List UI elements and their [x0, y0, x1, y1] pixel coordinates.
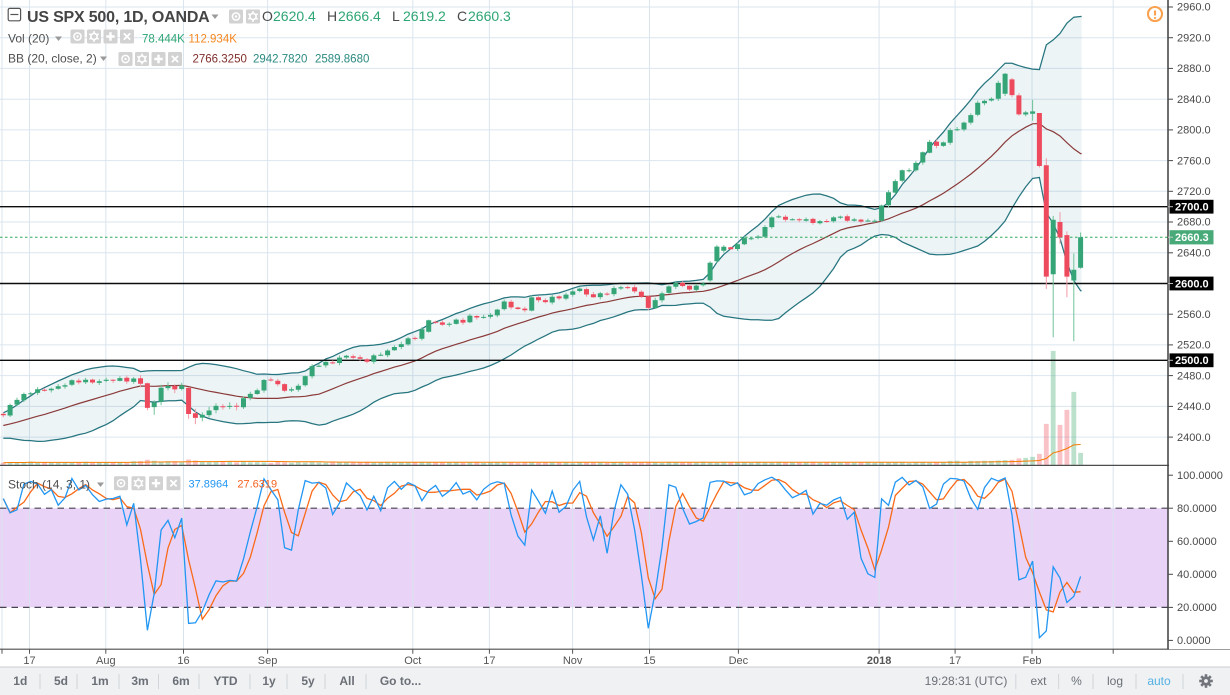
svg-text:Go to...: Go to... — [380, 674, 421, 688]
svg-text:100.0000: 100.0000 — [1177, 470, 1223, 482]
svg-text:Feb: Feb — [1023, 655, 1042, 667]
svg-text:L: L — [392, 8, 400, 24]
svg-text:H: H — [327, 8, 337, 24]
svg-text:17: 17 — [949, 655, 961, 667]
svg-text:2620.4: 2620.4 — [273, 8, 316, 24]
svg-text:17: 17 — [23, 655, 35, 667]
svg-text:19:28:31 (UTC): 19:28:31 (UTC) — [925, 674, 1008, 688]
svg-text:80.0000: 80.0000 — [1177, 503, 1217, 515]
svg-text:17: 17 — [483, 655, 495, 667]
svg-text:1d: 1d — [13, 674, 27, 688]
svg-text:5y: 5y — [301, 674, 315, 688]
svg-text:All: All — [339, 674, 354, 688]
svg-text:112.934K: 112.934K — [189, 34, 238, 46]
svg-text:Nov: Nov — [563, 655, 583, 667]
svg-text:2660.3: 2660.3 — [468, 8, 511, 24]
svg-text:1m: 1m — [91, 674, 108, 688]
svg-text:2720.0: 2720.0 — [1177, 186, 1211, 198]
svg-text:15: 15 — [643, 655, 655, 667]
svg-text:2640.0: 2640.0 — [1177, 248, 1211, 260]
svg-text:2400.0: 2400.0 — [1177, 432, 1211, 444]
svg-text:16: 16 — [177, 655, 189, 667]
svg-text:2660.3: 2660.3 — [1175, 232, 1209, 244]
svg-text:2440.0: 2440.0 — [1177, 401, 1211, 413]
svg-text:C: C — [457, 8, 467, 24]
svg-text:60.0000: 60.0000 — [1177, 536, 1217, 548]
svg-text:2680.0: 2680.0 — [1177, 217, 1211, 229]
svg-text:2760.0: 2760.0 — [1177, 155, 1211, 167]
svg-text:2766.3250: 2766.3250 — [193, 54, 247, 66]
svg-text:0.0000: 0.0000 — [1177, 635, 1211, 647]
svg-text:3m: 3m — [131, 674, 148, 688]
svg-text:2880.0: 2880.0 — [1177, 63, 1211, 75]
svg-text:2700.0: 2700.0 — [1175, 202, 1209, 214]
svg-text:78.444K: 78.444K — [142, 34, 185, 46]
svg-text:40.0000: 40.0000 — [1177, 569, 1217, 581]
svg-text:6m: 6m — [172, 674, 189, 688]
svg-text:O: O — [262, 8, 273, 24]
svg-text:2480.0: 2480.0 — [1177, 370, 1211, 382]
svg-text:Vol (20): Vol (20) — [8, 32, 49, 46]
svg-text:2500.0: 2500.0 — [1175, 355, 1209, 367]
svg-text:2666.4: 2666.4 — [338, 8, 381, 24]
svg-text:2560.0: 2560.0 — [1177, 309, 1211, 321]
svg-text:Dec: Dec — [729, 655, 749, 667]
svg-text:2800.0: 2800.0 — [1177, 125, 1211, 137]
svg-text:YTD: YTD — [214, 674, 238, 688]
svg-text:5d: 5d — [54, 674, 68, 688]
svg-text:2942.7820: 2942.7820 — [253, 54, 307, 66]
svg-text:Aug: Aug — [96, 655, 116, 667]
svg-text:2018: 2018 — [867, 655, 891, 667]
svg-text:ext: ext — [1030, 674, 1047, 688]
svg-text:2589.8680: 2589.8680 — [315, 54, 369, 66]
svg-text:Stoch (14, 3, 1): Stoch (14, 3, 1) — [8, 478, 90, 492]
svg-text:2520.0: 2520.0 — [1177, 340, 1211, 352]
svg-text:log: log — [1107, 674, 1123, 688]
svg-text:auto: auto — [1147, 674, 1171, 688]
svg-text:Oct: Oct — [404, 655, 421, 667]
svg-text:2960.0: 2960.0 — [1177, 2, 1211, 14]
svg-text:37.8964: 37.8964 — [189, 479, 229, 491]
svg-text:1y: 1y — [262, 674, 276, 688]
svg-text:US SPX 500, 1D, OANDA: US SPX 500, 1D, OANDA — [27, 9, 210, 26]
svg-text:2600.0: 2600.0 — [1175, 278, 1209, 290]
svg-text:%: % — [1071, 674, 1082, 688]
svg-text:20.0000: 20.0000 — [1177, 602, 1217, 614]
svg-text:27.6319: 27.6319 — [237, 479, 277, 491]
svg-text:2619.2: 2619.2 — [403, 8, 446, 24]
svg-text:2920.0: 2920.0 — [1177, 32, 1211, 44]
svg-text:2840.0: 2840.0 — [1177, 94, 1211, 106]
svg-text:Sep: Sep — [258, 655, 278, 667]
svg-text:BB (20, close, 2): BB (20, close, 2) — [8, 52, 97, 66]
